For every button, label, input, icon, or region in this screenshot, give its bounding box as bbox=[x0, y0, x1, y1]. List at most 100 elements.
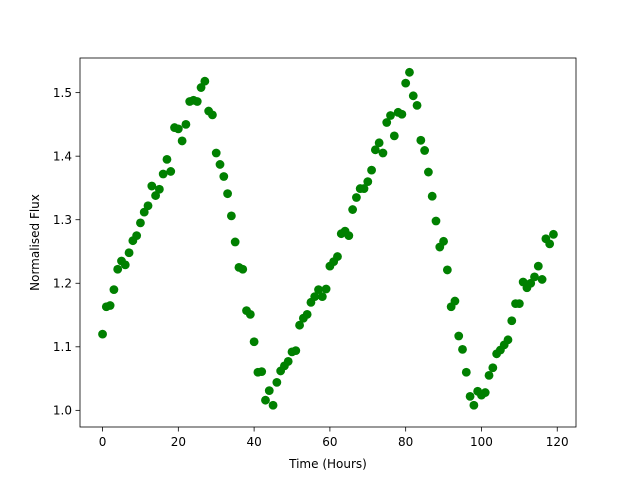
data-point bbox=[151, 191, 160, 200]
data-point bbox=[344, 231, 354, 241]
data-point bbox=[196, 83, 206, 92]
data-point bbox=[488, 363, 498, 373]
y-tick-label: 1.1 bbox=[53, 340, 72, 354]
data-point bbox=[200, 76, 210, 86]
data-point bbox=[469, 400, 479, 410]
data-point bbox=[295, 320, 304, 330]
data-point bbox=[268, 400, 278, 410]
data-point bbox=[211, 148, 221, 158]
x-tick-label: 100 bbox=[470, 435, 493, 449]
data-point bbox=[416, 135, 426, 145]
data-point bbox=[507, 316, 517, 326]
data-point bbox=[514, 299, 524, 308]
data-point bbox=[439, 236, 448, 246]
data-point bbox=[147, 181, 157, 191]
data-point bbox=[230, 237, 240, 247]
data-point bbox=[480, 388, 490, 397]
data-point bbox=[105, 301, 115, 310]
data-point bbox=[317, 292, 327, 302]
data-point bbox=[461, 367, 471, 377]
data-point bbox=[302, 310, 312, 319]
x-axis-ticks: 0 20 40 60 80 100 120 bbox=[99, 427, 569, 449]
data-point bbox=[370, 145, 380, 155]
data-point bbox=[458, 344, 467, 354]
data-point bbox=[208, 110, 217, 120]
x-tick-label: 120 bbox=[546, 435, 569, 449]
data-point bbox=[154, 184, 164, 194]
data-point bbox=[367, 165, 376, 175]
data-point bbox=[454, 331, 464, 341]
data-point bbox=[113, 264, 123, 274]
data-point bbox=[124, 248, 134, 258]
data-point bbox=[238, 264, 248, 274]
data-point bbox=[405, 67, 414, 77]
y-tick-label: 1.0 bbox=[53, 404, 72, 418]
data-point bbox=[352, 193, 361, 202]
data-point bbox=[314, 285, 323, 295]
data-point bbox=[431, 216, 441, 226]
data-point bbox=[226, 211, 236, 221]
data-point bbox=[132, 231, 142, 241]
data-point bbox=[158, 169, 168, 179]
data-point bbox=[378, 148, 388, 158]
data-point bbox=[442, 265, 452, 275]
data-point bbox=[484, 371, 494, 380]
x-tick-label: 60 bbox=[322, 435, 337, 449]
data-point bbox=[503, 335, 513, 345]
data-point bbox=[310, 292, 320, 302]
data-point bbox=[136, 218, 145, 228]
data-point bbox=[162, 154, 172, 164]
data-point bbox=[120, 260, 130, 270]
data-point bbox=[401, 78, 411, 88]
data-points bbox=[98, 67, 558, 410]
data-point bbox=[450, 296, 460, 306]
x-tick-label: 80 bbox=[398, 435, 413, 449]
data-point bbox=[291, 346, 301, 356]
data-point bbox=[283, 357, 293, 366]
data-point bbox=[526, 278, 536, 288]
data-point bbox=[386, 111, 395, 120]
data-point bbox=[424, 167, 433, 177]
data-point bbox=[249, 337, 259, 347]
data-point bbox=[530, 272, 539, 282]
data-point bbox=[192, 97, 202, 106]
data-point bbox=[363, 177, 373, 186]
data-point bbox=[177, 136, 187, 146]
data-point bbox=[389, 131, 399, 141]
data-point bbox=[359, 184, 369, 193]
x-tick-label: 20 bbox=[171, 435, 186, 449]
x-tick-label: 40 bbox=[246, 435, 261, 449]
data-point bbox=[333, 252, 342, 261]
data-point bbox=[537, 275, 547, 284]
data-point bbox=[257, 367, 267, 376]
data-point bbox=[173, 124, 183, 134]
data-point bbox=[109, 285, 119, 295]
data-point bbox=[98, 329, 107, 339]
data-point bbox=[382, 118, 392, 127]
data-point bbox=[139, 207, 149, 217]
data-point bbox=[397, 109, 407, 119]
y-tick-label: 1.4 bbox=[53, 149, 72, 163]
data-point bbox=[533, 261, 543, 271]
data-point bbox=[321, 284, 331, 294]
data-point bbox=[223, 189, 232, 199]
data-point bbox=[215, 160, 225, 169]
data-point bbox=[545, 239, 555, 249]
data-point bbox=[264, 386, 274, 396]
x-tick-label: 0 bbox=[99, 435, 107, 449]
data-point bbox=[374, 138, 384, 148]
axes-frame bbox=[79, 57, 577, 428]
x-axis-label: Time (Hours) bbox=[288, 457, 367, 471]
data-point bbox=[272, 377, 282, 387]
data-point bbox=[219, 172, 229, 181]
y-tick-label: 1.5 bbox=[53, 86, 72, 100]
data-point bbox=[348, 205, 358, 214]
data-point bbox=[245, 310, 255, 319]
data-point bbox=[427, 191, 437, 201]
data-point bbox=[420, 146, 430, 155]
y-axis-ticks: 1.0 1.1 1.2 1.3 1.4 1.5 bbox=[53, 86, 80, 418]
y-tick-label: 1.3 bbox=[53, 213, 72, 227]
